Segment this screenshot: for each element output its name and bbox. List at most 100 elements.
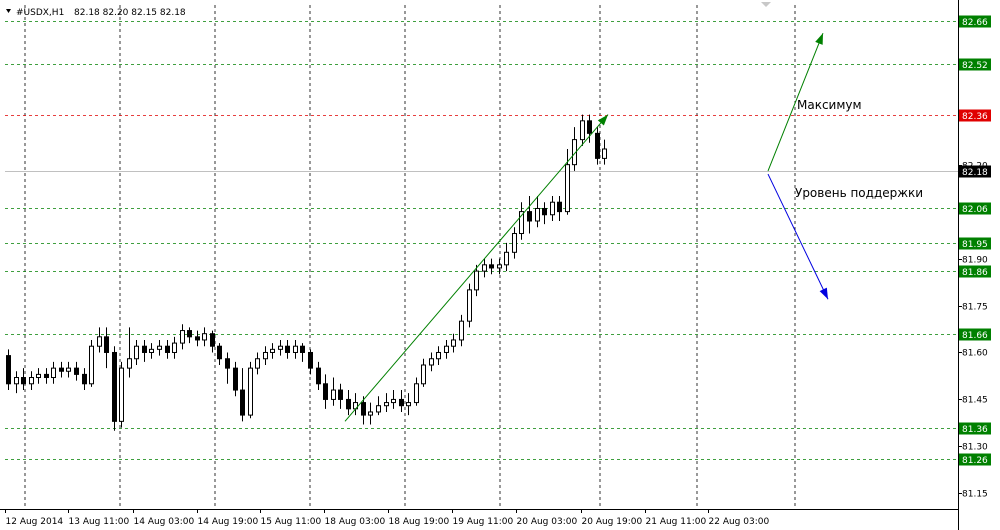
candle-body bbox=[248, 367, 253, 416]
candle-body bbox=[74, 367, 79, 375]
candle-body bbox=[331, 389, 336, 400]
candle-body bbox=[112, 351, 117, 422]
level-badge-label: 82.52 bbox=[962, 61, 988, 71]
candle-body bbox=[29, 377, 34, 385]
x-tick-label: 14 Aug 19:00 bbox=[198, 517, 259, 527]
chart-grid bbox=[24, 5, 796, 509]
level-badge-label: 82.66 bbox=[962, 18, 988, 28]
candle-body bbox=[187, 330, 192, 338]
candle-body bbox=[459, 320, 464, 341]
candle-body bbox=[346, 398, 351, 410]
candle-body bbox=[89, 345, 94, 385]
chart-ohlc: 82.18 82.20 82.15 82.18 bbox=[74, 8, 186, 18]
candle-body bbox=[557, 201, 562, 213]
x-tick-label: 20 Aug 03:00 bbox=[517, 517, 578, 527]
candle-body bbox=[519, 211, 524, 235]
candle-body bbox=[436, 351, 441, 360]
candle-body bbox=[127, 358, 132, 369]
chart-shift-icon[interactable] bbox=[761, 2, 771, 7]
level-badge bbox=[959, 58, 991, 71]
x-tick-label: 12 Aug 2014 bbox=[6, 517, 64, 527]
candle-body bbox=[444, 345, 449, 353]
y-tick-label: 81.60 bbox=[962, 349, 988, 359]
level-badge bbox=[959, 328, 991, 341]
candle-body bbox=[535, 207, 540, 222]
candle-body bbox=[36, 373, 41, 379]
chart-symbol: #USDX,H1 bbox=[16, 8, 64, 18]
candle-body bbox=[270, 348, 275, 353]
candle-body bbox=[300, 345, 305, 353]
x-tick-label: 20 Aug 19:00 bbox=[582, 517, 643, 527]
candle-body bbox=[165, 345, 170, 353]
candle-body bbox=[595, 132, 600, 159]
y-tick-label: 82.20 bbox=[962, 162, 988, 172]
candle-body bbox=[6, 355, 11, 385]
candle-body bbox=[285, 345, 290, 353]
candle-body bbox=[172, 342, 177, 353]
candle-body bbox=[338, 389, 343, 400]
level-badge-label: 81.26 bbox=[962, 456, 988, 466]
y-tick-label: 81.75 bbox=[962, 303, 988, 313]
candle-body bbox=[323, 383, 328, 400]
candles bbox=[6, 114, 607, 431]
trend-arrow-line bbox=[767, 32, 824, 172]
chart-annotation: Максимум bbox=[797, 98, 862, 112]
level-badge bbox=[959, 237, 991, 250]
candle-body bbox=[474, 270, 479, 291]
candle-body bbox=[361, 402, 366, 416]
level-badge-label: 82.18 bbox=[962, 168, 988, 178]
candle-body bbox=[66, 367, 71, 372]
y-tick-label: 81.30 bbox=[962, 443, 988, 453]
candle-body bbox=[542, 207, 547, 216]
candle-body bbox=[489, 264, 494, 269]
level-badge bbox=[959, 265, 991, 278]
candle-body bbox=[414, 383, 419, 404]
candle-body bbox=[421, 364, 426, 385]
trend-arrow-line bbox=[344, 114, 609, 422]
candle-body bbox=[384, 402, 389, 407]
candle-body bbox=[308, 351, 313, 369]
candle-body bbox=[293, 345, 298, 353]
candle-body bbox=[580, 120, 585, 141]
candle-body bbox=[14, 377, 19, 385]
candle-body bbox=[376, 405, 381, 413]
candle-body bbox=[565, 164, 570, 213]
candle-body bbox=[202, 333, 207, 341]
trend-arrow-head bbox=[819, 287, 828, 300]
dropdown-triangle-icon[interactable] bbox=[6, 9, 11, 13]
level-badge-label: 82.06 bbox=[962, 205, 988, 215]
candle-body bbox=[82, 373, 87, 385]
x-tick-label: 13 Aug 11:00 bbox=[69, 517, 130, 527]
level-badge-label: 81.36 bbox=[962, 425, 988, 435]
trend-arrow-head bbox=[597, 114, 608, 126]
candle-body bbox=[278, 345, 283, 350]
candle-body bbox=[391, 398, 396, 404]
candle-body bbox=[316, 367, 321, 385]
candle-body bbox=[51, 367, 56, 379]
candle-body bbox=[602, 148, 607, 159]
x-tick-label: 21 Aug 11:00 bbox=[646, 517, 707, 527]
y-tick-label: 81.15 bbox=[962, 490, 988, 500]
candle-body bbox=[225, 358, 230, 369]
x-tick-label: 18 Aug 19:00 bbox=[389, 517, 450, 527]
candle-body bbox=[195, 336, 200, 341]
candle-body bbox=[104, 336, 109, 353]
level-badge-label: 81.66 bbox=[962, 331, 988, 341]
chart-annotations: Максимум Уровень поддержки bbox=[795, 98, 923, 200]
x-tick-label: 15 Aug 11:00 bbox=[261, 517, 322, 527]
candle-body bbox=[233, 367, 238, 391]
x-tick-label: 22 Aug 03:00 bbox=[709, 517, 770, 527]
candle-body bbox=[44, 373, 49, 379]
candle-body bbox=[467, 289, 472, 322]
level-badge bbox=[959, 202, 991, 215]
candle-body bbox=[572, 139, 577, 166]
candle-body bbox=[512, 233, 517, 253]
candle-body bbox=[550, 201, 555, 216]
candle-body bbox=[240, 389, 245, 416]
level-badge bbox=[959, 453, 991, 466]
level-badge bbox=[959, 165, 991, 178]
candle-body bbox=[497, 264, 502, 269]
